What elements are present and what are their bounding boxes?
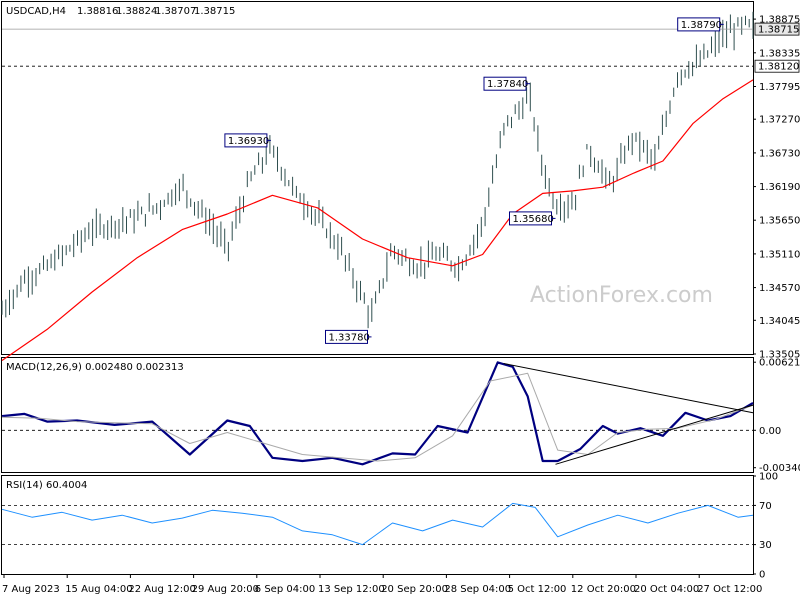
x-axis-tick-label: 5 Oct 12:00 <box>508 584 567 595</box>
annotation-label: 1.35680 <box>513 214 554 225</box>
annotation-label: 1.37840 <box>487 79 528 90</box>
price-axis-tick-label: 1.34570 <box>759 283 800 294</box>
price-tag-label: 1.38120 <box>758 62 799 73</box>
macd-trendline <box>503 363 754 414</box>
price-axis-tick-label: 1.37270 <box>759 115 800 126</box>
x-axis-tick-label: 15 Aug 04:00 <box>65 584 132 595</box>
signal-line <box>1 372 754 462</box>
x-axis-tick-label: 20 Oct 04:00 <box>634 584 699 595</box>
macd-title: MACD(12,26,9) 0.002480 0.002313 <box>6 362 184 373</box>
rsi-title: RSI(14) 60.4004 <box>6 480 87 491</box>
price-axis-tick-label: 1.36730 <box>759 148 800 159</box>
x-axis-tick-label: 28 Sep 04:00 <box>444 584 511 595</box>
x-axis-tick-label: 12 Oct 20:00 <box>571 584 636 595</box>
rsi-panel <box>1 475 754 575</box>
price-axis-tick-label: 1.34045 <box>759 316 800 327</box>
x-axis-tick-label: 7 Aug 2023 <box>2 584 60 595</box>
x-axis-tick-label: 20 Sep 20:00 <box>381 584 448 595</box>
price-annotation: 1.38790 <box>677 17 724 32</box>
rsi-axis-tick-label: 70 <box>759 501 772 512</box>
price-axis-tick-label: 1.33505 <box>759 350 800 361</box>
rsi-axis-tick-label: 100 <box>759 472 778 483</box>
price-panel <box>1 1 754 355</box>
macd-axis-tick-label: 0.006216 <box>759 358 800 369</box>
price-axis-tick-label: 1.38875 <box>759 15 800 26</box>
rsi-line <box>1 502 754 546</box>
moving-average-line <box>1 79 754 361</box>
x-axis-tick-label: 13 Sep 12:00 <box>318 584 385 595</box>
price-annotation: 1.35680 <box>509 211 556 226</box>
watermark: ActionForex.com <box>530 283 713 308</box>
ohlc-close: 1.38715 <box>194 6 235 17</box>
price-axis-tick-label: 1.35650 <box>759 216 800 227</box>
macd-axis-tick-label: 0.00 <box>759 426 781 437</box>
price-axis-tick-label: 1.37795 <box>759 82 800 93</box>
macd-panel <box>1 357 754 473</box>
price-chart-title: USDCAD,H4 <box>6 6 66 17</box>
price-axis-tick-label: 1.38335 <box>759 48 800 59</box>
price-annotation: 1.36930 <box>224 133 271 148</box>
ohlc-low: 1.38707 <box>155 6 196 17</box>
rsi-axis-tick-label: 30 <box>759 540 772 551</box>
price-tag-box <box>754 22 800 36</box>
price-axis-tick-label: 1.36190 <box>759 182 800 193</box>
x-axis-tick-label: 22 Aug 12:00 <box>128 584 195 595</box>
macd-plot <box>1 361 754 466</box>
x-axis-tick-label: 27 Oct 12:00 <box>697 584 762 595</box>
annotation-label: 1.33780 <box>329 332 370 343</box>
macd-line <box>1 361 754 466</box>
ohlc-open: 1.38816 <box>77 6 118 17</box>
rsi-plot <box>1 502 754 546</box>
macd-axis-tick-label: -0.003407 <box>759 463 800 474</box>
rsi-axis-tick-label: 0 <box>759 570 765 581</box>
axes: 1.38875 1.38335 1.37795 1.37270 1.36730 1.361… <box>2 15 800 595</box>
price-annotation: 1.33780 <box>325 329 372 344</box>
price-annotation: 1.37840 <box>483 76 530 91</box>
price-axis-tick-label: 1.35110 <box>759 249 800 260</box>
annotation-label: 1.36930 <box>228 136 269 147</box>
x-axis-tick-label: 6 Sep 04:00 <box>255 584 315 595</box>
price-plot: 1.36930 1.33780 1.37840 1.35680 1.38790 <box>1 11 754 361</box>
annotation-label: 1.38790 <box>681 20 722 31</box>
ohlc-high: 1.38824 <box>116 6 157 17</box>
macd-trendline <box>555 404 754 465</box>
price-tag-label: 1.38715 <box>758 25 799 36</box>
x-axis-tick-label: 29 Aug 20:00 <box>192 584 259 595</box>
price-tag-box <box>754 59 800 73</box>
